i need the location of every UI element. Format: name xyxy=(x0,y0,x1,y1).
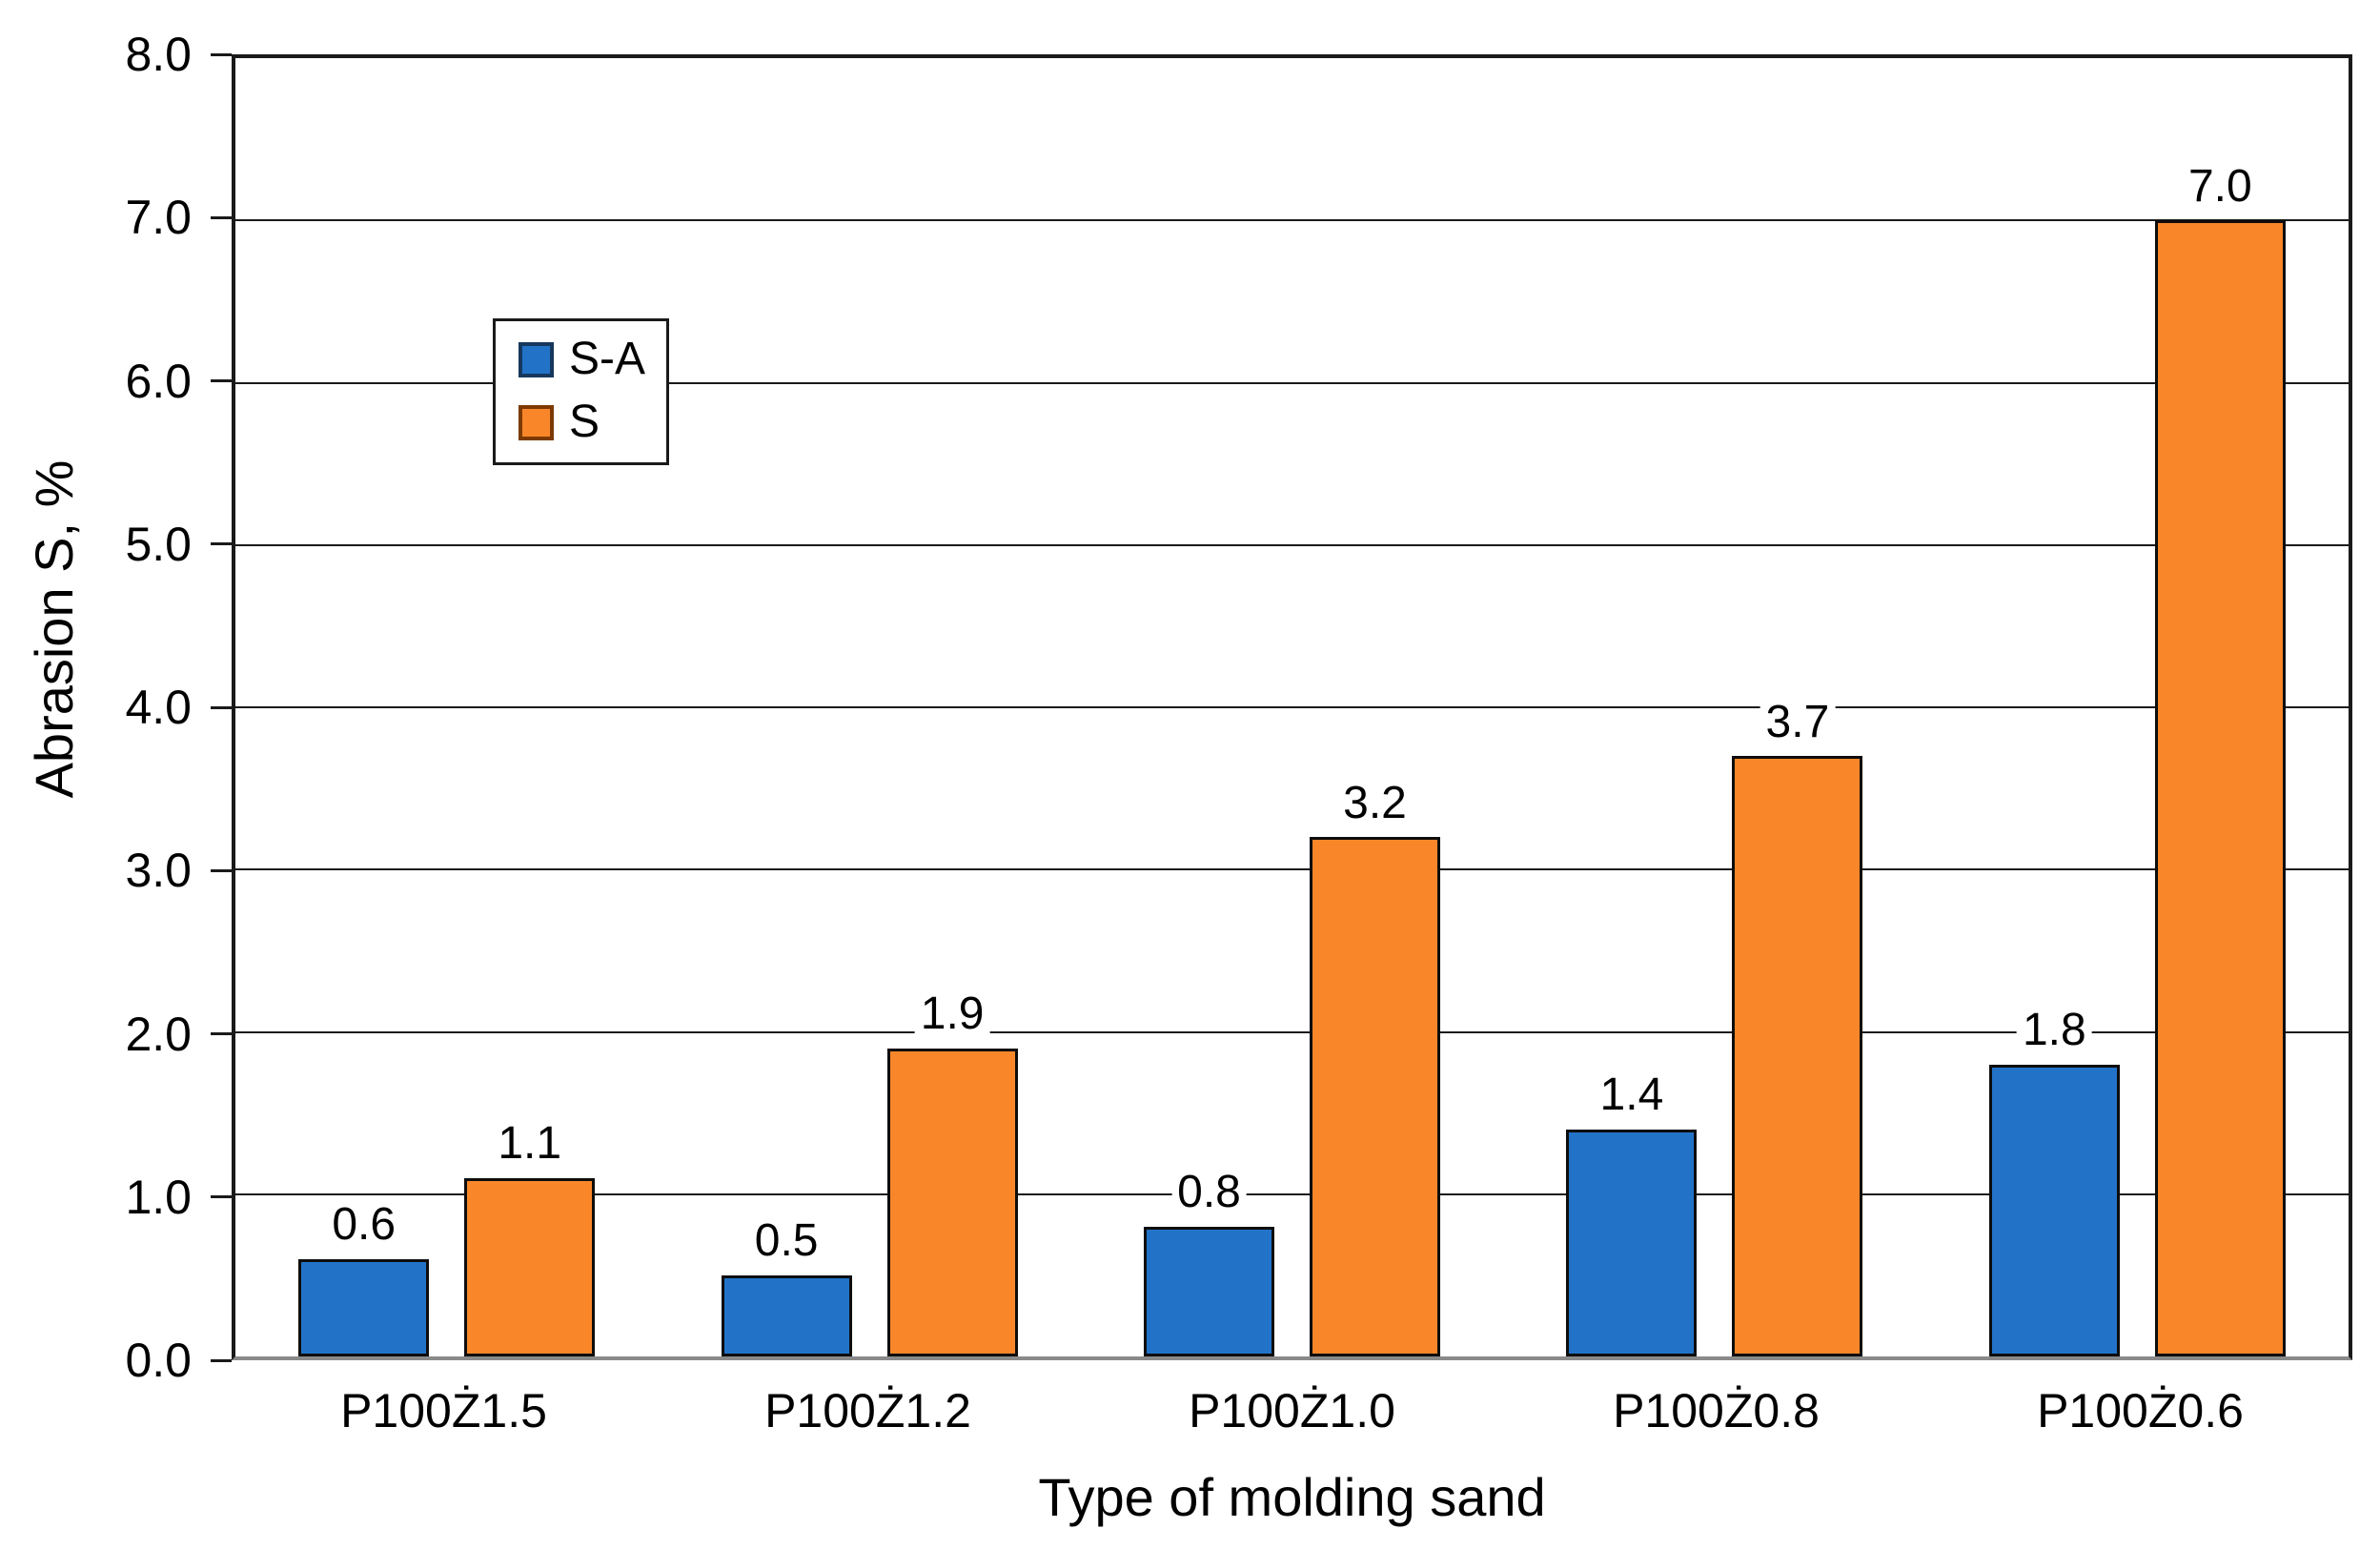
bar-groups: 0.6 1.1 0.5 1.9 0.8 3.2 1.4 3.7 1.8 7.0 xyxy=(235,58,2349,1356)
legend-label: S xyxy=(569,397,600,447)
bar-s xyxy=(2154,220,2286,1356)
y-axis-tick xyxy=(211,52,232,56)
bar-cell: 1.8 xyxy=(1988,58,2120,1356)
legend-item-s-a: S-A xyxy=(519,336,645,382)
bar-s xyxy=(1732,756,1863,1356)
legend: S-A S xyxy=(493,318,670,465)
bar-group-p100-1-2: 0.5 1.9 xyxy=(658,58,1080,1356)
y-axis-tick-label: 1.0 xyxy=(125,1170,192,1224)
bar-group-p100-0-6: 1.8 7.0 xyxy=(1926,58,2349,1356)
bar-value-label: 1.9 xyxy=(914,989,990,1039)
bar-value-label: 3.7 xyxy=(1760,698,1836,747)
y-axis-tick-label: 7.0 xyxy=(125,191,192,245)
gridline xyxy=(235,543,2349,546)
bar-group-p100-1-5: 0.6 1.1 xyxy=(235,58,658,1356)
x-axis-category-label: P100Ż0.6 xyxy=(2037,1384,2244,1437)
bar-value-label: 3.2 xyxy=(1337,779,1413,828)
bar-value-label: 0.8 xyxy=(1171,1169,1247,1217)
x-axis-category-label: P100Ż0.8 xyxy=(1613,1384,1820,1437)
x-axis-category-label: P100Ż1.2 xyxy=(764,1384,971,1437)
bar-cell: 0.6 xyxy=(298,58,430,1356)
bar-s-a xyxy=(721,1274,852,1356)
bar-cell: 1.9 xyxy=(886,58,1018,1356)
plot-area: 0.6 1.1 0.5 1.9 0.8 3.2 1.4 3.7 1.8 7.0 S-A S xyxy=(232,54,2352,1360)
x-axis-category-labels: P100Ż1.5 P100Ż1.2 P100Ż1.0 P100Ż0.8 P100Ż0.6 xyxy=(232,1384,2352,1439)
bar-value-label: 7.0 xyxy=(2182,162,2258,212)
bar-s-a xyxy=(1144,1226,1275,1356)
y-axis-tick-label: 8.0 xyxy=(125,28,192,81)
gridline xyxy=(235,706,2349,708)
legend-color-swatch-icon xyxy=(519,404,554,440)
y-axis-tick xyxy=(211,705,232,709)
bar-cell: 3.2 xyxy=(1310,58,1441,1356)
legend-color-swatch-icon xyxy=(519,341,554,377)
bar-s xyxy=(1310,837,1441,1356)
bar-value-label: 0.6 xyxy=(326,1201,402,1250)
bar-cell: 3.7 xyxy=(1732,58,1863,1356)
y-axis-tick xyxy=(211,215,232,219)
bar-cell: 0.5 xyxy=(721,58,852,1356)
bar-s-a xyxy=(1566,1129,1698,1356)
x-axis-category-label: P100Ż1.0 xyxy=(1189,1384,1395,1437)
gridline xyxy=(235,1030,2349,1033)
gridline xyxy=(235,381,2349,384)
y-axis-tick xyxy=(211,379,232,382)
y-axis-tick-label: 4.0 xyxy=(125,681,192,734)
gridline xyxy=(235,219,2349,222)
bar-value-label: 1.8 xyxy=(2016,1006,2092,1055)
bar-s-a xyxy=(298,1258,430,1356)
y-axis-tick xyxy=(211,1032,232,1035)
x-axis-category-label: P100Ż1.5 xyxy=(340,1384,547,1437)
y-axis-title: Abrasion S, % xyxy=(24,459,85,799)
bar-s xyxy=(886,1048,1018,1356)
y-axis-tick xyxy=(211,868,232,872)
gridline xyxy=(235,1192,2349,1195)
bar-s xyxy=(464,1177,596,1356)
bar-s-a xyxy=(1988,1064,2120,1356)
gridline xyxy=(235,868,2349,871)
y-axis-tick-label: 2.0 xyxy=(125,1007,192,1061)
legend-item-s: S xyxy=(519,399,645,445)
x-axis-title: Type of molding sand xyxy=(1038,1467,1546,1527)
bar-value-label: 1.4 xyxy=(1594,1070,1670,1120)
y-axis-tick-label: 0.0 xyxy=(125,1334,192,1387)
bar-cell: 1.1 xyxy=(464,58,596,1356)
y-axis-tick-label: 6.0 xyxy=(125,354,192,408)
bar-value-label: 0.5 xyxy=(748,1217,824,1266)
bar-value-label: 1.1 xyxy=(492,1119,568,1169)
bar-cell: 0.8 xyxy=(1144,58,1275,1356)
legend-label: S-A xyxy=(569,334,646,384)
y-axis-tick xyxy=(211,542,232,546)
bar-group-p100-1-0: 0.8 3.2 xyxy=(1081,58,1503,1356)
bar-cell: 1.4 xyxy=(1566,58,1698,1356)
y-axis-tick-label: 3.0 xyxy=(125,844,192,898)
bar-cell: 7.0 xyxy=(2154,58,2286,1356)
bar-group-p100-0-8: 1.4 3.7 xyxy=(1503,58,1925,1356)
y-axis-tick-label: 5.0 xyxy=(125,517,192,571)
y-axis-tick xyxy=(211,1195,232,1199)
y-axis-tick xyxy=(211,1358,232,1362)
